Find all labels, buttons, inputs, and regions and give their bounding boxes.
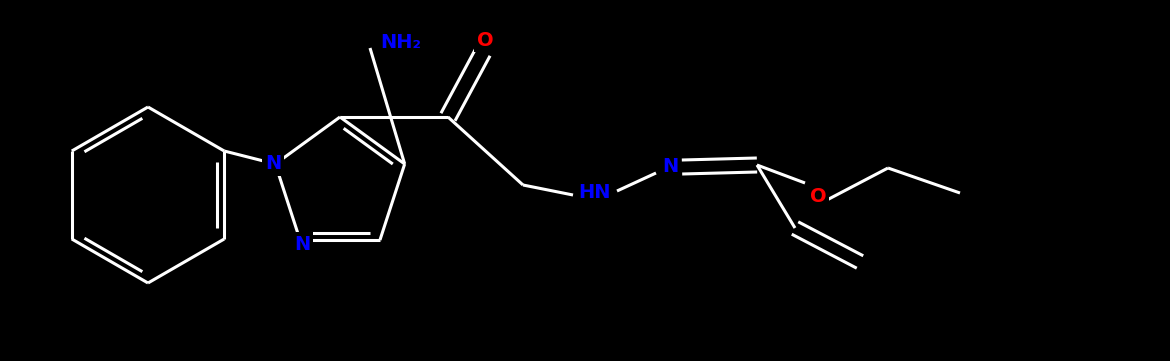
Text: HN: HN (579, 183, 611, 203)
Text: N: N (662, 157, 679, 177)
Text: NH₂: NH₂ (380, 34, 421, 52)
Text: O: O (476, 30, 494, 49)
Text: N: N (294, 235, 310, 253)
Text: O: O (810, 187, 826, 205)
Text: N: N (266, 155, 282, 174)
